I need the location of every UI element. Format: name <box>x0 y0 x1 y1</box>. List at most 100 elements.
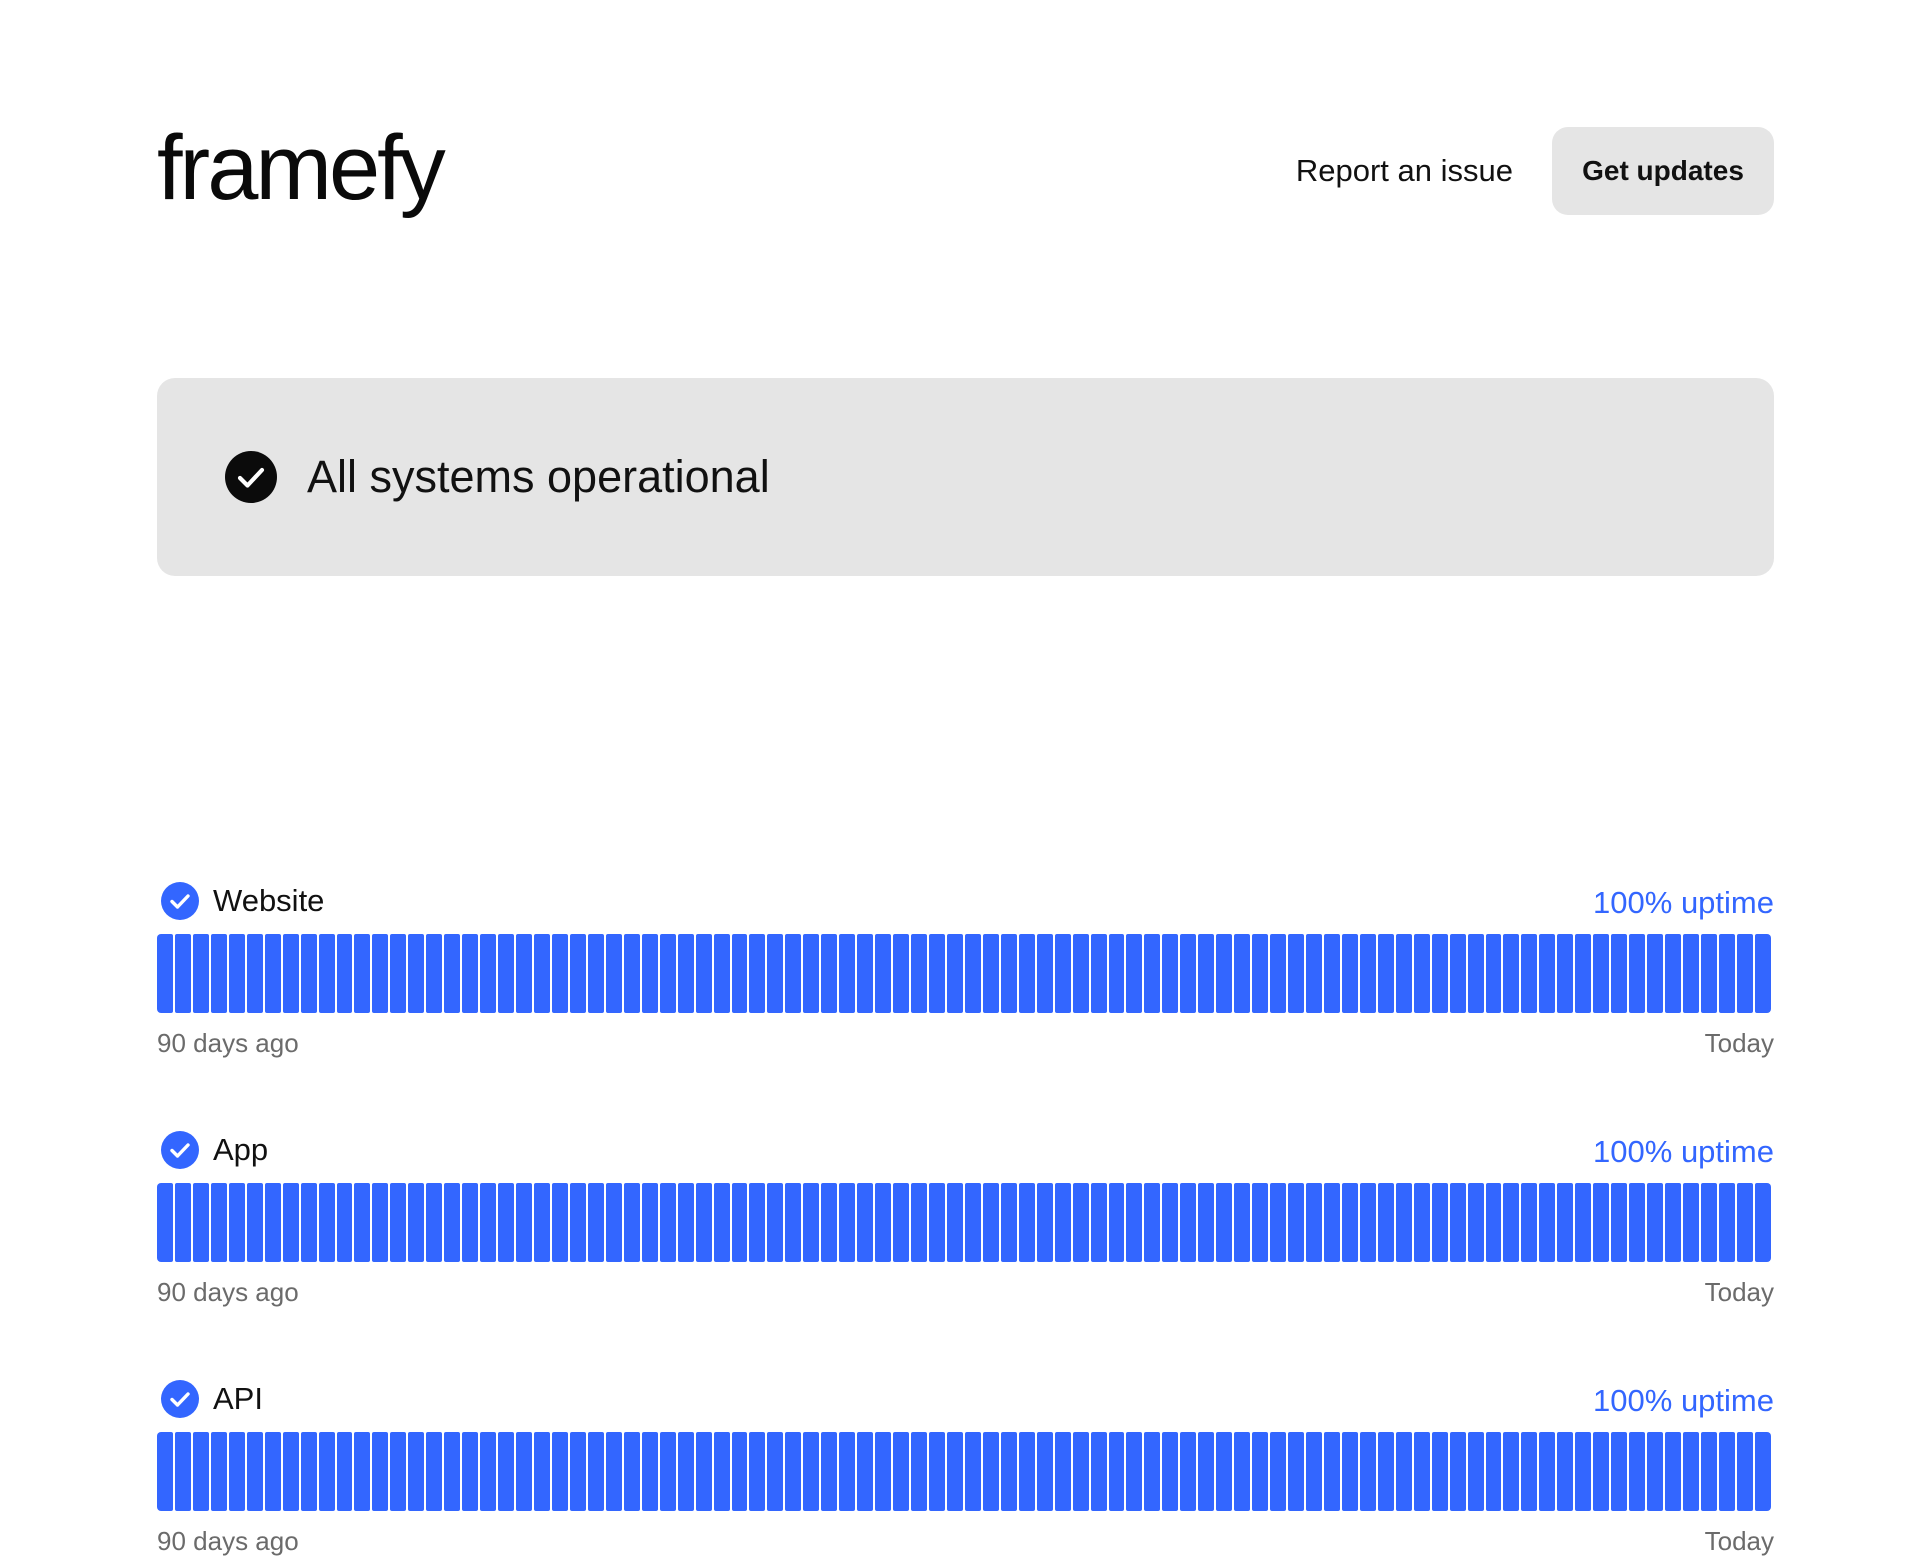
uptime-day-bar[interactable] <box>1126 1183 1143 1262</box>
uptime-day-bar[interactable] <box>1377 934 1394 1013</box>
uptime-day-bar[interactable] <box>534 1432 550 1511</box>
uptime-day-bar[interactable] <box>1485 1183 1502 1262</box>
uptime-day-bar[interactable] <box>336 1183 353 1262</box>
uptime-day-bar[interactable] <box>372 1183 389 1262</box>
uptime-day-bar[interactable] <box>1539 1183 1556 1262</box>
uptime-day-bar[interactable] <box>875 1183 892 1262</box>
uptime-day-bar[interactable] <box>875 934 892 1013</box>
uptime-day-bar[interactable] <box>839 1183 856 1262</box>
uptime-day-bar[interactable] <box>1270 1183 1287 1262</box>
uptime-day-bar[interactable] <box>731 1183 748 1262</box>
uptime-day-bar[interactable] <box>246 1432 263 1511</box>
uptime-day-bar[interactable] <box>516 934 533 1013</box>
uptime-day-bar[interactable] <box>1270 1432 1287 1511</box>
uptime-day-bar[interactable] <box>875 1432 892 1511</box>
uptime-day-bar[interactable] <box>1108 1183 1125 1262</box>
uptime-day-bar[interactable] <box>677 934 694 1013</box>
uptime-day-bar[interactable] <box>821 1183 838 1262</box>
uptime-day-bar[interactable] <box>857 1432 874 1511</box>
uptime-day-bar[interactable] <box>695 1183 712 1262</box>
uptime-day-bar[interactable] <box>623 1432 640 1511</box>
uptime-day-bar[interactable] <box>1036 1183 1053 1262</box>
uptime-day-bar[interactable] <box>157 1183 173 1262</box>
uptime-day-bar[interactable] <box>569 1432 586 1511</box>
uptime-day-bar[interactable] <box>157 934 173 1013</box>
uptime-day-bar[interactable] <box>1234 1183 1251 1262</box>
uptime-day-bar[interactable] <box>1629 1432 1646 1511</box>
uptime-day-bar[interactable] <box>426 1432 443 1511</box>
uptime-day-bar[interactable] <box>192 934 209 1013</box>
uptime-day-bar[interactable] <box>1593 1183 1610 1262</box>
uptime-day-bar[interactable] <box>767 1432 784 1511</box>
uptime-day-bar[interactable] <box>641 1432 658 1511</box>
uptime-day-bar[interactable] <box>480 1432 497 1511</box>
uptime-day-bar[interactable] <box>1180 934 1197 1013</box>
uptime-day-bar[interactable] <box>1198 1432 1215 1511</box>
uptime-day-bar[interactable] <box>1216 1432 1233 1511</box>
uptime-day-bar[interactable] <box>1700 934 1717 1013</box>
uptime-day-bar[interactable] <box>1683 1432 1699 1511</box>
uptime-day-bar[interactable] <box>1521 1432 1538 1511</box>
uptime-day-bar[interactable] <box>228 934 245 1013</box>
uptime-day-bar[interactable] <box>1431 1183 1448 1262</box>
uptime-day-bar[interactable] <box>426 934 443 1013</box>
uptime-day-bar[interactable] <box>1575 1183 1592 1262</box>
uptime-day-bar[interactable] <box>1341 934 1358 1013</box>
uptime-day-bar[interactable] <box>749 934 766 1013</box>
uptime-day-bar[interactable] <box>1018 1432 1035 1511</box>
uptime-day-bar[interactable] <box>498 934 515 1013</box>
uptime-day-bar[interactable] <box>659 1432 676 1511</box>
uptime-day-bar[interactable] <box>336 934 353 1013</box>
uptime-day-bar[interactable] <box>372 1432 389 1511</box>
uptime-day-bar[interactable] <box>210 1183 227 1262</box>
uptime-day-bar[interactable] <box>946 934 963 1013</box>
uptime-day-bar[interactable] <box>1665 1432 1682 1511</box>
uptime-day-bar[interactable] <box>1108 934 1125 1013</box>
uptime-day-bar[interactable] <box>1054 934 1071 1013</box>
uptime-day-bar[interactable] <box>1359 1183 1376 1262</box>
uptime-day-bar[interactable] <box>1539 934 1556 1013</box>
uptime-day-bar[interactable] <box>1647 1183 1664 1262</box>
uptime-day-bar[interactable] <box>1521 1183 1538 1262</box>
uptime-day-bar[interactable] <box>623 934 640 1013</box>
uptime-day-bar[interactable] <box>1162 1183 1179 1262</box>
uptime-day-bar[interactable] <box>318 1183 335 1262</box>
uptime-day-bar[interactable] <box>1306 1432 1322 1511</box>
uptime-day-bar[interactable] <box>605 934 622 1013</box>
uptime-day-bar[interactable] <box>893 1183 910 1262</box>
uptime-day-bar[interactable] <box>1629 934 1646 1013</box>
uptime-day-bar[interactable] <box>1072 934 1089 1013</box>
uptime-day-bar[interactable] <box>928 934 945 1013</box>
uptime-day-bar[interactable] <box>1341 1432 1358 1511</box>
uptime-day-bar[interactable] <box>1395 934 1412 1013</box>
uptime-day-bar[interactable] <box>192 1183 209 1262</box>
uptime-day-bar[interactable] <box>390 1432 407 1511</box>
uptime-day-bar[interactable] <box>1736 1183 1753 1262</box>
uptime-day-bar[interactable] <box>1216 934 1233 1013</box>
uptime-day-bar[interactable] <box>1449 1432 1466 1511</box>
uptime-day-bar[interactable] <box>516 1432 533 1511</box>
uptime-day-bar[interactable] <box>1736 1432 1753 1511</box>
uptime-day-bar[interactable] <box>1557 1432 1574 1511</box>
uptime-day-bar[interactable] <box>713 1183 730 1262</box>
uptime-day-bar[interactable] <box>1090 1432 1107 1511</box>
uptime-day-bar[interactable] <box>516 1183 533 1262</box>
uptime-day-bar[interactable] <box>1611 1432 1628 1511</box>
uptime-day-bar[interactable] <box>1270 934 1287 1013</box>
uptime-day-bar[interactable] <box>731 1432 748 1511</box>
uptime-day-bar[interactable] <box>1485 1432 1502 1511</box>
uptime-day-bar[interactable] <box>534 934 550 1013</box>
uptime-day-bar[interactable] <box>821 1432 838 1511</box>
uptime-day-bar[interactable] <box>605 1432 622 1511</box>
uptime-day-bar[interactable] <box>318 1432 335 1511</box>
uptime-day-bar[interactable] <box>641 1183 658 1262</box>
uptime-day-bar[interactable] <box>1000 1432 1017 1511</box>
uptime-day-bar[interactable] <box>982 934 999 1013</box>
uptime-day-bar[interactable] <box>462 934 479 1013</box>
uptime-day-bar[interactable] <box>1000 934 1017 1013</box>
uptime-day-bar[interactable] <box>731 934 748 1013</box>
uptime-day-bar[interactable] <box>1090 1183 1107 1262</box>
uptime-day-bar[interactable] <box>1072 1432 1089 1511</box>
uptime-day-bar[interactable] <box>677 1432 694 1511</box>
uptime-day-bar[interactable] <box>282 1432 299 1511</box>
